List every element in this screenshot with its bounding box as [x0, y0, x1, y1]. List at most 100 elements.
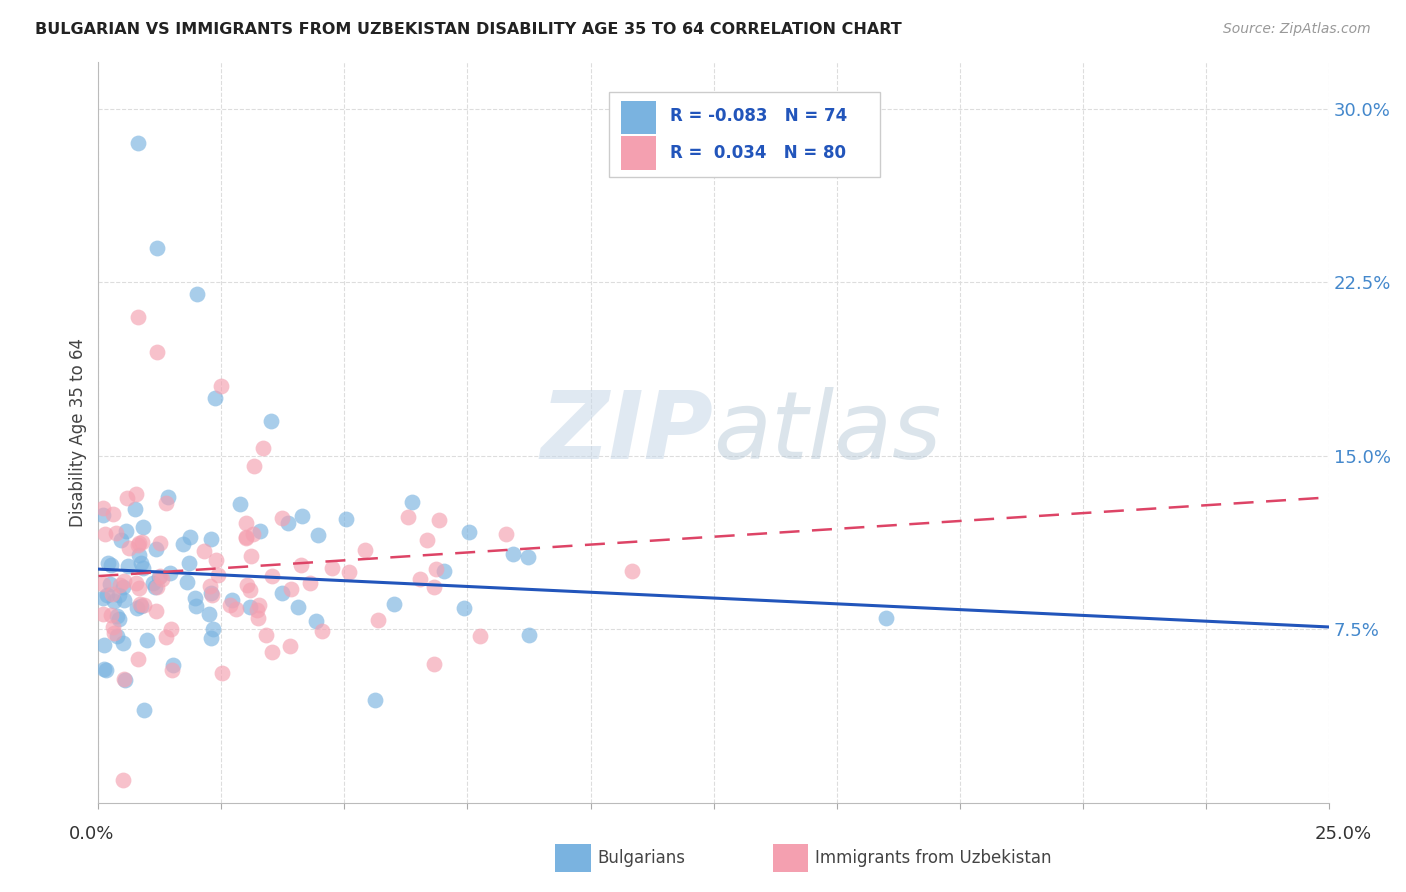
Point [93, 576, 115, 591]
Text: Immigrants from Uzbekistan: Immigrants from Uzbekistan [815, 849, 1052, 867]
Point [176, 574, 198, 589]
Point [291, 508, 314, 523]
Point [128, 581, 150, 595]
Point [200, 533, 222, 547]
Point [457, 524, 479, 539]
Point [211, 379, 233, 393]
Point [127, 538, 149, 552]
Y-axis label: Disability Age 35 to 64: Disability Age 35 to 64 [69, 338, 87, 527]
Point [103, 626, 125, 640]
Point [235, 531, 257, 545]
Point [495, 526, 517, 541]
Point [271, 511, 294, 525]
Point [239, 582, 262, 597]
Point [127, 652, 149, 666]
Point [235, 516, 257, 531]
Point [290, 558, 312, 573]
Point [118, 541, 141, 555]
Point [128, 549, 150, 563]
Point [177, 556, 200, 570]
Point [519, 628, 541, 642]
Point [307, 527, 329, 541]
Point [875, 610, 897, 624]
Point [114, 672, 136, 686]
Point [127, 136, 149, 151]
Point [254, 628, 277, 642]
Point [146, 344, 169, 359]
Point [127, 310, 149, 324]
Point [423, 657, 446, 671]
Point [207, 567, 229, 582]
Point [93, 501, 115, 516]
Point [105, 526, 128, 541]
Point [278, 640, 301, 654]
Point [243, 458, 266, 473]
Text: atlas: atlas [714, 387, 942, 478]
Point [427, 513, 450, 527]
Point [299, 575, 322, 590]
Point [205, 552, 228, 566]
Point [94, 663, 117, 677]
Point [129, 599, 152, 613]
Point [132, 598, 155, 612]
Point [183, 591, 205, 605]
Bar [609, 92, 880, 178]
Point [132, 561, 155, 575]
Point [97, 557, 120, 571]
Point [149, 536, 172, 550]
Point [159, 566, 181, 580]
Point [105, 629, 128, 643]
Point [517, 549, 540, 564]
Point [311, 624, 333, 639]
Point [148, 569, 170, 583]
Point [93, 508, 115, 522]
Text: R = -0.083   N = 74: R = -0.083 N = 74 [671, 107, 848, 125]
Point [240, 549, 263, 563]
Point [202, 622, 225, 636]
Point [110, 533, 132, 547]
Point [112, 592, 135, 607]
Point [620, 565, 643, 579]
Point [235, 578, 257, 592]
Point [96, 588, 118, 602]
Point [277, 516, 299, 530]
Point [260, 569, 283, 583]
Point [432, 564, 454, 578]
Point [125, 487, 148, 501]
Point [112, 636, 135, 650]
Point [128, 536, 150, 550]
Point [239, 599, 262, 614]
Point [200, 631, 222, 645]
Point [409, 572, 432, 586]
Point [155, 496, 177, 510]
Point [105, 609, 128, 624]
Text: 0.0%: 0.0% [69, 825, 114, 843]
Point [396, 510, 419, 524]
Point [221, 593, 243, 607]
Point [93, 638, 115, 652]
Text: BULGARIAN VS IMMIGRANTS FROM UZBEKISTAN DISABILITY AGE 35 TO 64 CORRELATION CHAR: BULGARIAN VS IMMIGRANTS FROM UZBEKISTAN … [35, 22, 901, 37]
Point [242, 527, 264, 541]
Text: Bulgarians: Bulgarians [598, 849, 686, 867]
Point [108, 588, 131, 602]
Point [246, 611, 269, 625]
Point [103, 594, 125, 608]
Point [502, 547, 524, 561]
Point [155, 630, 177, 644]
Point [280, 582, 302, 597]
Point [211, 665, 233, 680]
Point [200, 586, 222, 600]
Point [229, 497, 252, 511]
Point [146, 240, 169, 255]
Point [93, 527, 115, 541]
Point [100, 607, 122, 622]
Point [93, 663, 115, 677]
Point [172, 537, 194, 551]
Point [125, 576, 148, 591]
Point [114, 673, 136, 687]
Point [198, 579, 221, 593]
Bar [621, 136, 655, 169]
Point [246, 603, 269, 617]
Text: ZIP: ZIP [541, 386, 714, 479]
Point [247, 598, 270, 612]
